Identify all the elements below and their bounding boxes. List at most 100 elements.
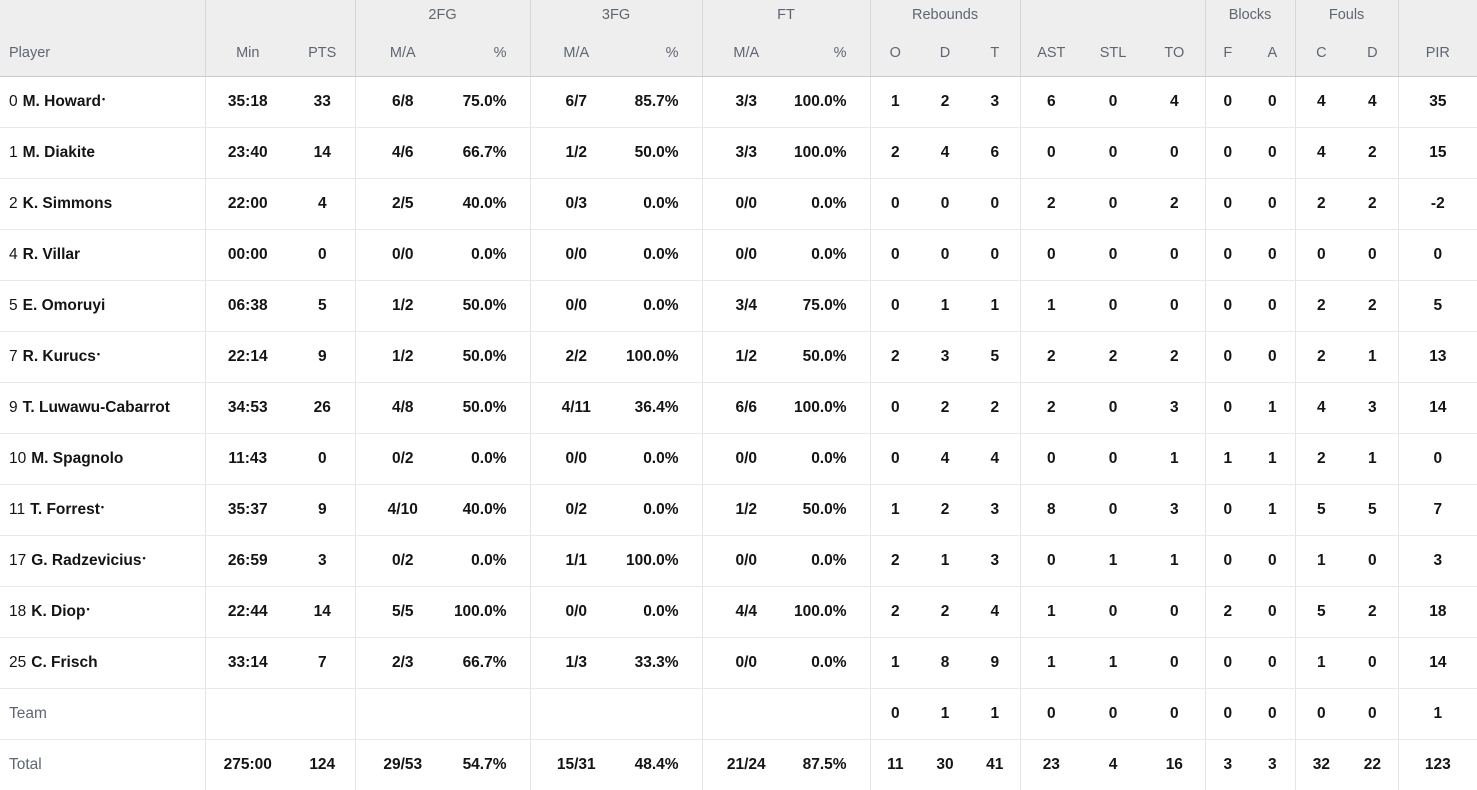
player-name[interactable]: R. Villar <box>22 246 81 263</box>
header-spacer <box>1019 0 1206 30</box>
cell-ft_ma: 6/6 <box>701 382 791 434</box>
cell-reb_d: 1 <box>920 688 971 740</box>
header-spacer <box>0 0 205 30</box>
cell-stl: 0 <box>1082 76 1145 128</box>
team-row: Team 0 1 1 0 0 0 0 0 0 0 1 <box>0 688 1477 740</box>
cell-reb_d: 0 <box>920 229 971 281</box>
cell-blk_f: 0 <box>1204 688 1251 740</box>
cell-ast: 1 <box>1019 586 1083 638</box>
cell-pts: 14 <box>290 586 355 638</box>
cell-blk_f: 0 <box>1204 178 1251 230</box>
cell-fg3_ma: 2/2 <box>529 331 623 383</box>
cell-fg3_ma: 0/0 <box>529 229 623 281</box>
cell-stl: 0 <box>1082 178 1145 230</box>
cell-reb_t: 4 <box>970 586 1021 638</box>
cell-ast: 0 <box>1019 127 1083 179</box>
player-name[interactable]: M. Diakite <box>22 144 95 161</box>
cell-to: 0 <box>1144 127 1206 179</box>
cell-pts: 33 <box>290 76 355 128</box>
cell-min: 275:00 <box>204 739 290 790</box>
cell-fg2_pct: 0.0% <box>450 433 531 485</box>
cell-pir: 5 <box>1397 280 1477 332</box>
cell-to: 1 <box>1144 535 1206 587</box>
cell-reb_d: 2 <box>920 382 971 434</box>
cell-fg3_pct: 48.4% <box>622 739 703 790</box>
cell-fg3_ma: 0/0 <box>529 586 623 638</box>
header-group-blocks: Blocks <box>1204 0 1296 30</box>
cell-foul_d: 0 <box>1347 637 1399 689</box>
cell-pir: 1 <box>1397 688 1477 740</box>
cell-ast: 0 <box>1019 433 1083 485</box>
cell-ast: 0 <box>1019 688 1083 740</box>
cell-ft_ma: 3/3 <box>701 127 791 179</box>
cell-stl: 0 <box>1082 484 1145 536</box>
cell-foul_c: 0 <box>1294 229 1348 281</box>
cell-fg3_pct: 85.7% <box>622 76 703 128</box>
cell-min: 22:00 <box>204 178 290 230</box>
cell-player: 7 R. Kurucs• <box>0 331 205 383</box>
cell-to: 16 <box>1144 739 1206 790</box>
cell-ft_ma: 4/4 <box>701 586 791 638</box>
cell-pts: 0 <box>290 229 355 281</box>
player-name[interactable]: M. Spagnolo <box>31 450 124 467</box>
cell-pir: 14 <box>1397 637 1477 689</box>
cell-stl: 0 <box>1082 586 1145 638</box>
cell-player: Team <box>0 688 205 740</box>
cell-fg2_pct: 50.0% <box>450 331 531 383</box>
table-row: 7 R. Kurucs• 22:14 9 1/2 50.0% 2/2 100.0% 1/2 50.… <box>0 331 1477 383</box>
table-row: 18 K. Diop• 22:44 14 5/5 100.0% 0/0 0.0% 4/4 100.… <box>0 586 1477 638</box>
cell-fg2_ma: 4/10 <box>354 484 450 536</box>
cell-ft_ma: 0/0 <box>701 535 791 587</box>
player-number: 1 <box>9 144 18 161</box>
cell-blk_f: 2 <box>1204 586 1251 638</box>
cell-fg3_ma: 15/31 <box>529 739 623 790</box>
cell-stl: 0 <box>1082 688 1145 740</box>
col-header-ft-ma: M/A <box>701 30 791 77</box>
player-name[interactable]: T. Forrest <box>30 501 100 518</box>
player-name[interactable]: M. Howard <box>22 93 101 110</box>
cell-pts: 0 <box>290 433 355 485</box>
player-name[interactable]: T. Luwawu-Cabarrot <box>22 399 170 416</box>
cell-fg2_pct: 50.0% <box>450 280 531 332</box>
cell-foul_c: 2 <box>1294 178 1348 230</box>
cell-fg3_pct: 100.0% <box>622 535 703 587</box>
cell-fg2_ma: 5/5 <box>354 586 450 638</box>
cell-blk_a: 0 <box>1250 331 1296 383</box>
player-name[interactable]: E. Omoruyi <box>22 297 106 314</box>
cell-pts: 7 <box>290 637 355 689</box>
cell-foul_d: 0 <box>1347 535 1399 587</box>
cell-fg3_pct: 0.0% <box>622 229 703 281</box>
cell-pir: 7 <box>1397 484 1477 536</box>
cell-blk_a: 0 <box>1250 688 1296 740</box>
player-name[interactable]: G. Radzevicius <box>31 552 142 569</box>
player-number: 7 <box>9 348 18 365</box>
cell-ft_ma: 1/2 <box>701 484 791 536</box>
cell-pts: 3 <box>290 535 355 587</box>
col-header-player: Player <box>0 30 205 77</box>
cell-foul_d: 22 <box>1347 739 1399 790</box>
cell-player: 0 M. Howard• <box>0 76 205 128</box>
cell-foul_c: 1 <box>1294 535 1348 587</box>
cell-reb_d: 4 <box>920 433 971 485</box>
cell-reb_d: 30 <box>920 739 971 790</box>
cell-pir: 15 <box>1397 127 1477 179</box>
player-number: 4 <box>9 246 18 263</box>
cell-to: 2 <box>1144 331 1206 383</box>
cell-ft_ma: 0/0 <box>701 229 791 281</box>
table-row: 17 G. Radzevicius• 26:59 3 0/2 0.0% 1/1 100.0% 0… <box>0 535 1477 587</box>
cell-to: 2 <box>1144 178 1206 230</box>
row-label: Team <box>9 705 47 722</box>
player-name[interactable]: R. Kurucs <box>22 348 96 365</box>
player-name[interactable]: K. Diop <box>31 603 86 620</box>
cell-reb_o: 1 <box>869 76 921 128</box>
cell-blk_f: 0 <box>1204 331 1251 383</box>
cell-pts: 9 <box>290 484 355 536</box>
player-name[interactable]: C. Frisch <box>31 654 98 671</box>
cell-fg3_ma: 4/11 <box>529 382 623 434</box>
player-name[interactable]: K. Simmons <box>22 195 113 212</box>
cell-fg3_ma: 1/3 <box>529 637 623 689</box>
cell-foul_d: 5 <box>1347 484 1399 536</box>
cell-fg3_pct <box>622 688 703 740</box>
table-row: 0 M. Howard• 35:18 33 6/8 75.0% 6/7 85.7% 3/3 100… <box>0 76 1477 128</box>
cell-ft_pct: 0.0% <box>790 229 871 281</box>
